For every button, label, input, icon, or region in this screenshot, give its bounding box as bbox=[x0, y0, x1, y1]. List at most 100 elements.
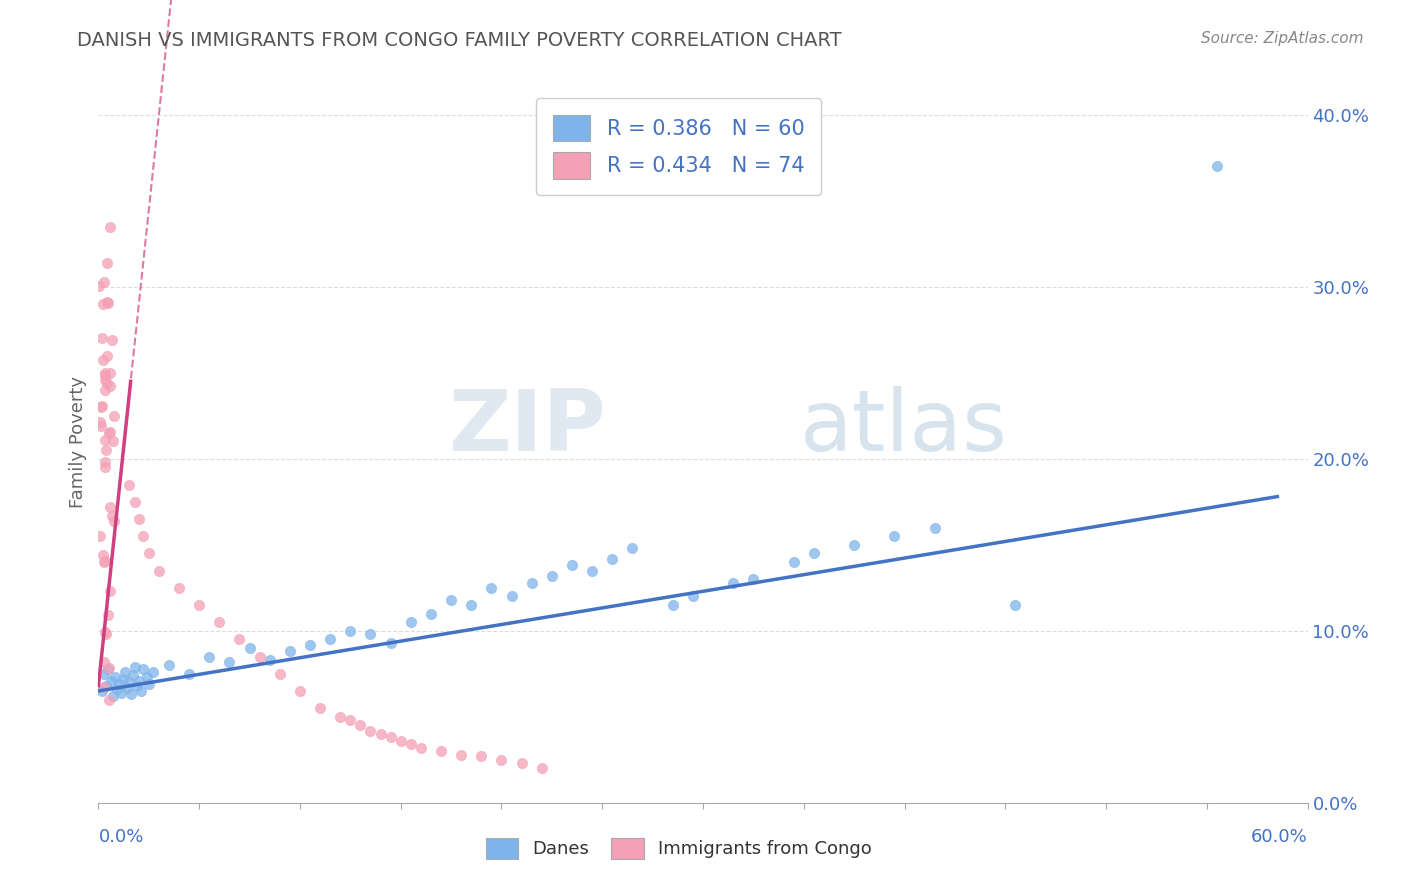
Point bbox=[98, 425, 121, 440]
Point bbox=[138, 546, 160, 560]
Point bbox=[288, 684, 311, 698]
Point bbox=[803, 546, 825, 560]
Point bbox=[218, 655, 240, 669]
Point bbox=[96, 295, 118, 310]
Point bbox=[460, 598, 482, 612]
Point bbox=[138, 677, 160, 691]
Point bbox=[142, 665, 165, 679]
Point bbox=[239, 640, 262, 655]
Text: 60.0%: 60.0% bbox=[1251, 828, 1308, 847]
Point bbox=[93, 548, 115, 562]
Point bbox=[101, 434, 124, 449]
Point bbox=[96, 376, 118, 391]
Point bbox=[510, 756, 533, 771]
Point bbox=[491, 753, 513, 767]
Point bbox=[540, 568, 562, 582]
Point bbox=[440, 592, 463, 607]
Text: ZIP: ZIP bbox=[449, 385, 606, 468]
Point bbox=[399, 615, 422, 630]
Point bbox=[561, 558, 583, 573]
Point bbox=[94, 433, 117, 447]
Point bbox=[91, 684, 114, 698]
Point bbox=[124, 494, 146, 508]
Point bbox=[89, 529, 111, 543]
Point bbox=[128, 673, 150, 688]
Point bbox=[198, 649, 221, 664]
Point bbox=[501, 590, 523, 604]
Point bbox=[93, 555, 115, 569]
Point bbox=[602, 551, 624, 566]
Point bbox=[98, 219, 121, 234]
Point bbox=[97, 607, 120, 622]
Text: DANISH VS IMMIGRANTS FROM CONGO FAMILY POVERTY CORRELATION CHART: DANISH VS IMMIGRANTS FROM CONGO FAMILY P… bbox=[77, 31, 842, 50]
Point bbox=[399, 737, 422, 751]
Point bbox=[520, 575, 543, 590]
Point bbox=[103, 409, 125, 423]
Text: Source: ZipAtlas.com: Source: ZipAtlas.com bbox=[1201, 31, 1364, 46]
Point bbox=[105, 682, 128, 697]
Point bbox=[389, 734, 412, 748]
Point bbox=[128, 512, 150, 526]
Point bbox=[89, 279, 111, 293]
Point bbox=[97, 661, 120, 675]
Point bbox=[114, 665, 136, 679]
Point bbox=[430, 744, 453, 758]
Point bbox=[103, 670, 125, 684]
Point bbox=[90, 419, 112, 434]
Point bbox=[1206, 159, 1229, 173]
Text: atlas: atlas bbox=[800, 385, 1008, 468]
Point bbox=[742, 572, 765, 586]
Point bbox=[319, 632, 342, 647]
Point bbox=[259, 653, 281, 667]
Point bbox=[96, 255, 118, 269]
Y-axis label: Family Poverty: Family Poverty bbox=[69, 376, 87, 508]
Point bbox=[208, 615, 231, 630]
Point bbox=[167, 581, 190, 595]
Point bbox=[98, 425, 121, 440]
Point bbox=[228, 632, 250, 647]
Point bbox=[94, 373, 117, 387]
Point bbox=[90, 400, 112, 414]
Point bbox=[97, 693, 120, 707]
Point bbox=[118, 675, 141, 690]
Point bbox=[129, 684, 152, 698]
Point bbox=[94, 624, 117, 639]
Point bbox=[661, 598, 683, 612]
Point bbox=[93, 655, 115, 669]
Point bbox=[93, 460, 115, 475]
Point bbox=[103, 514, 125, 528]
Point bbox=[370, 727, 392, 741]
Point bbox=[360, 627, 382, 641]
Point bbox=[91, 297, 114, 311]
Point bbox=[1004, 598, 1026, 612]
Point bbox=[97, 295, 120, 310]
Point bbox=[96, 627, 118, 641]
Point bbox=[100, 673, 122, 688]
Point bbox=[409, 740, 432, 755]
Point bbox=[329, 710, 352, 724]
Point bbox=[91, 352, 114, 367]
Point bbox=[121, 668, 143, 682]
Point bbox=[93, 666, 115, 681]
Point bbox=[93, 275, 115, 289]
Point bbox=[380, 731, 402, 745]
Point bbox=[120, 687, 142, 701]
Point bbox=[179, 666, 201, 681]
Point bbox=[94, 554, 117, 568]
Point bbox=[96, 679, 118, 693]
Point bbox=[883, 529, 905, 543]
Point bbox=[118, 477, 141, 491]
Point bbox=[380, 636, 402, 650]
Text: 0.0%: 0.0% bbox=[98, 828, 143, 847]
Point bbox=[91, 331, 114, 345]
Point bbox=[101, 689, 124, 703]
Point bbox=[132, 662, 155, 676]
Point bbox=[115, 681, 138, 695]
Point bbox=[98, 583, 121, 598]
Point bbox=[101, 334, 124, 348]
Point bbox=[450, 747, 472, 762]
Point bbox=[188, 598, 211, 612]
Point bbox=[93, 680, 115, 694]
Point bbox=[96, 443, 118, 458]
Point bbox=[101, 509, 124, 524]
